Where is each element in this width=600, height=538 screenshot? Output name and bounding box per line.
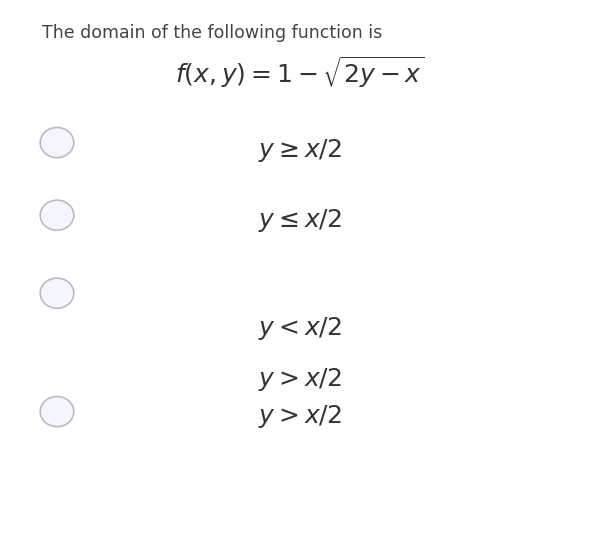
Ellipse shape xyxy=(40,200,74,230)
Text: $y \leq x/2$: $y \leq x/2$ xyxy=(258,207,342,234)
Text: The domain of the following function is: The domain of the following function is xyxy=(42,24,382,42)
Ellipse shape xyxy=(40,397,74,427)
Text: $f(x, y) = 1 - \sqrt{2y - x}$: $f(x, y) = 1 - \sqrt{2y - x}$ xyxy=(175,55,425,90)
Ellipse shape xyxy=(40,128,74,158)
Ellipse shape xyxy=(40,278,74,308)
Text: $y > x/2$: $y > x/2$ xyxy=(258,366,342,393)
Text: $y < x/2$: $y < x/2$ xyxy=(258,315,342,342)
Text: $y \geq x/2$: $y \geq x/2$ xyxy=(258,137,342,164)
Text: $y > x/2$: $y > x/2$ xyxy=(258,404,342,430)
